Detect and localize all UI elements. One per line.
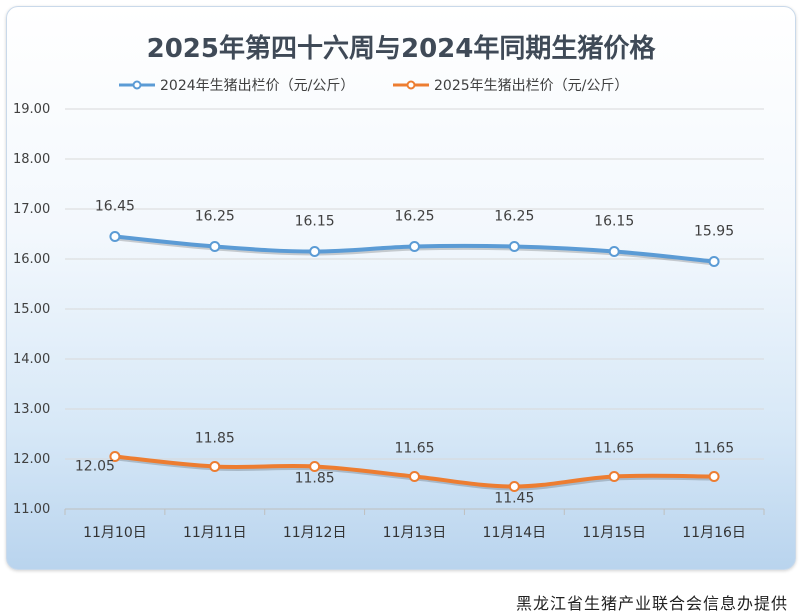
series-2024: 16.45 16.25 16.15 16.25 16.25 16.15 15.95 — [95, 199, 734, 267]
x-tick-label: 11月15日 — [582, 525, 646, 541]
data-point — [409, 241, 420, 252]
data-point — [608, 246, 620, 257]
data-point — [708, 471, 720, 482]
data-point — [209, 241, 221, 252]
data-point — [708, 256, 720, 267]
data-label: 11.45 — [494, 491, 534, 507]
data-point — [309, 246, 321, 257]
legend-marker-2025 — [406, 80, 416, 90]
data-point — [508, 241, 520, 252]
data-label: 11.65 — [694, 441, 734, 457]
data-label: 15.95 — [694, 224, 734, 240]
y-tick-label: 12.00 — [13, 452, 50, 467]
x-axis: 11月10日 11月11日 11月12日 11月13日 11月14日 11月15日 11月1… — [64, 509, 765, 541]
series-2025: 12.05 11.85 11.85 11.65 11.45 11.65 11.65 — [75, 431, 734, 507]
chart-card: 2025年第四十六周与2024年同期生猪价格 2024年生猪出栏价（元/公斤） … — [6, 6, 796, 570]
data-label: 11.85 — [295, 471, 335, 487]
grid — [65, 108, 764, 510]
data-point — [608, 471, 620, 482]
y-tick-label: 11.00 — [13, 502, 50, 517]
chart-title: 2025年第四十六周与2024年同期生猪价格 — [147, 33, 657, 64]
y-tick-label: 13.00 — [13, 402, 50, 417]
series: 16.45 16.25 16.15 16.25 16.25 16.15 15.95 12.05… — [75, 199, 734, 507]
legend-label-2024: 2024年生猪出栏价（元/公斤） — [160, 78, 354, 94]
legend: 2024年生猪出栏价（元/公斤） 2025年生猪出栏价（元/公斤） — [119, 78, 628, 94]
source-footer: 黑龙江省生猪产业联合会信息办提供 — [515, 594, 788, 613]
legend-item-2024: 2024年生猪出栏价（元/公斤） — [119, 78, 354, 94]
data-label: 11.65 — [594, 441, 634, 457]
data-label: 16.45 — [95, 199, 135, 215]
y-tick-label: 16.00 — [13, 252, 50, 267]
x-tick-label: 11月10日 — [83, 525, 147, 541]
x-tick-label: 11月14日 — [483, 525, 547, 541]
y-tick-label: 14.00 — [13, 352, 50, 367]
data-point — [508, 481, 520, 492]
data-label: 12.05 — [75, 459, 115, 475]
data-label: 16.25 — [195, 209, 235, 225]
data-point — [109, 231, 121, 242]
data-point — [109, 451, 121, 462]
y-tick-label: 18.00 — [13, 152, 50, 167]
legend-label-2025: 2025年生猪出栏价（元/公斤） — [434, 78, 628, 94]
legend-item-2025: 2025年生猪出栏价（元/公斤） — [393, 78, 628, 94]
x-tick-label: 11月11日 — [183, 525, 247, 541]
data-label: 16.25 — [494, 209, 534, 225]
y-tick-label: 17.00 — [13, 202, 50, 217]
y-axis: 19.00 18.00 17.00 16.00 15.00 14.00 13.00 12.00… — [13, 102, 50, 517]
y-tick-label: 19.00 — [13, 102, 50, 117]
data-label: 11.85 — [195, 431, 235, 447]
data-point — [209, 461, 221, 472]
legend-marker-2024 — [132, 80, 142, 90]
data-label: 16.15 — [295, 214, 335, 230]
data-label: 16.15 — [594, 214, 634, 230]
data-label: 11.65 — [394, 441, 434, 457]
data-point — [309, 461, 321, 472]
y-tick-label: 15.00 — [13, 302, 50, 317]
line-chart: 2025年第四十六周与2024年同期生猪价格 2024年生猪出栏价（元/公斤） … — [13, 33, 765, 541]
x-tick-label: 11月13日 — [383, 525, 447, 541]
data-point — [409, 471, 420, 482]
x-tick-label: 11月12日 — [283, 525, 347, 541]
data-label: 16.25 — [394, 209, 434, 225]
x-tick-label: 11月16日 — [682, 525, 746, 541]
